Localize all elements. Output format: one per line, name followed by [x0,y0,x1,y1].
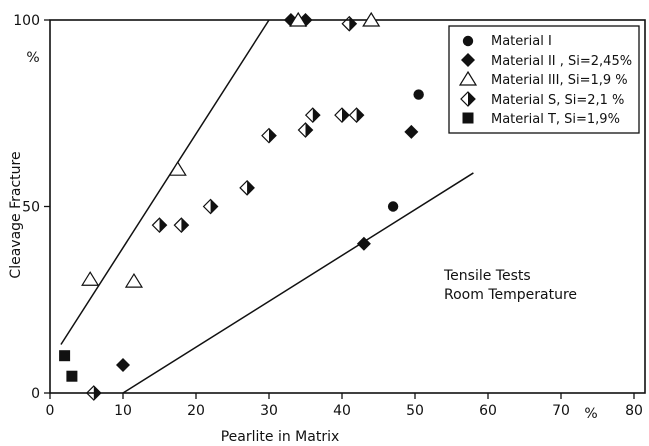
y-tick-label: 100 [13,13,40,29]
x-tick-label: 0 [46,403,55,419]
legend-label-material-ii: Material II , Si=2,45% [491,54,632,69]
x-axis-label: Pearlite in Matrix [221,429,340,445]
data-point-series-4 [151,217,168,233]
legend-marker-5 [462,112,474,124]
data-point-series-1 [413,89,424,100]
legend-label-material-s: Material S, Si=2,1 % [491,93,624,108]
legend-markers [458,35,478,124]
data-point-series-3 [362,11,381,27]
data-point-series-4 [297,122,314,138]
x-tick-label: 40 [333,403,351,419]
data-point-series-4 [85,385,102,401]
data-point-series-4 [239,180,255,196]
data-point-series-4 [304,107,321,123]
y-tick-label: 50 [22,200,40,216]
axes: 0 10 20 30 40 50 60 70 80 0 50 100 [13,13,646,419]
fit-lines [60,19,474,394]
legend-label-material-iii: Material III, Si=1,9 % [491,73,628,88]
x-tick-label: 70 [552,403,570,419]
x-tick-label: 50 [406,403,424,419]
x-axis-unit: % [584,406,597,422]
legend-marker-2 [461,53,475,67]
x-tick-label: 30 [260,403,278,419]
data-point-series-5 [66,370,78,382]
x-tick-label: 20 [187,403,205,419]
annotation-line-1: Tensile Tests [443,268,531,284]
x-tick-label: 80 [625,403,643,419]
x-tick-label: 60 [479,403,497,419]
data-point-series-3 [124,272,144,288]
data-point-series-4 [348,107,365,123]
data-point-series-4 [173,217,190,233]
fit-line [122,172,474,394]
legend-label-material-i: Material I [491,34,552,49]
data-point-series-4 [202,198,219,215]
data-point-series-4 [261,127,277,144]
y-tick-label: 0 [31,386,40,402]
legend-marker-4 [460,91,476,107]
data-point-series-2 [116,358,130,373]
data-point-series-3 [81,271,100,286]
data-point-series-1 [387,201,399,212]
data-point-series-4 [341,15,358,32]
y-axis-label: Cleavage Fracture [8,151,24,278]
data-point-series-4 [334,107,350,123]
data-point-series-2 [404,124,419,139]
annotation-line-2: Room Temperature [444,287,577,303]
fit-line [60,19,270,345]
data-point-series-2 [356,236,371,251]
legend-marker-1 [462,35,474,47]
data-point-series-3 [289,11,308,27]
legend-marker-3 [458,70,478,86]
annotation: Tensile Tests Room Temperature [443,268,577,303]
legend: Material I Material II , Si=2,45% Materi… [448,25,640,134]
data-point-series-5 [59,350,71,362]
data-point-series-3 [168,161,187,176]
data-points [59,11,424,401]
legend-box [448,25,640,134]
legend-label-material-t: Material T, Si=1,9% [491,112,620,127]
x-tick-label: 10 [114,403,132,419]
y-axis-unit: % [26,50,39,66]
